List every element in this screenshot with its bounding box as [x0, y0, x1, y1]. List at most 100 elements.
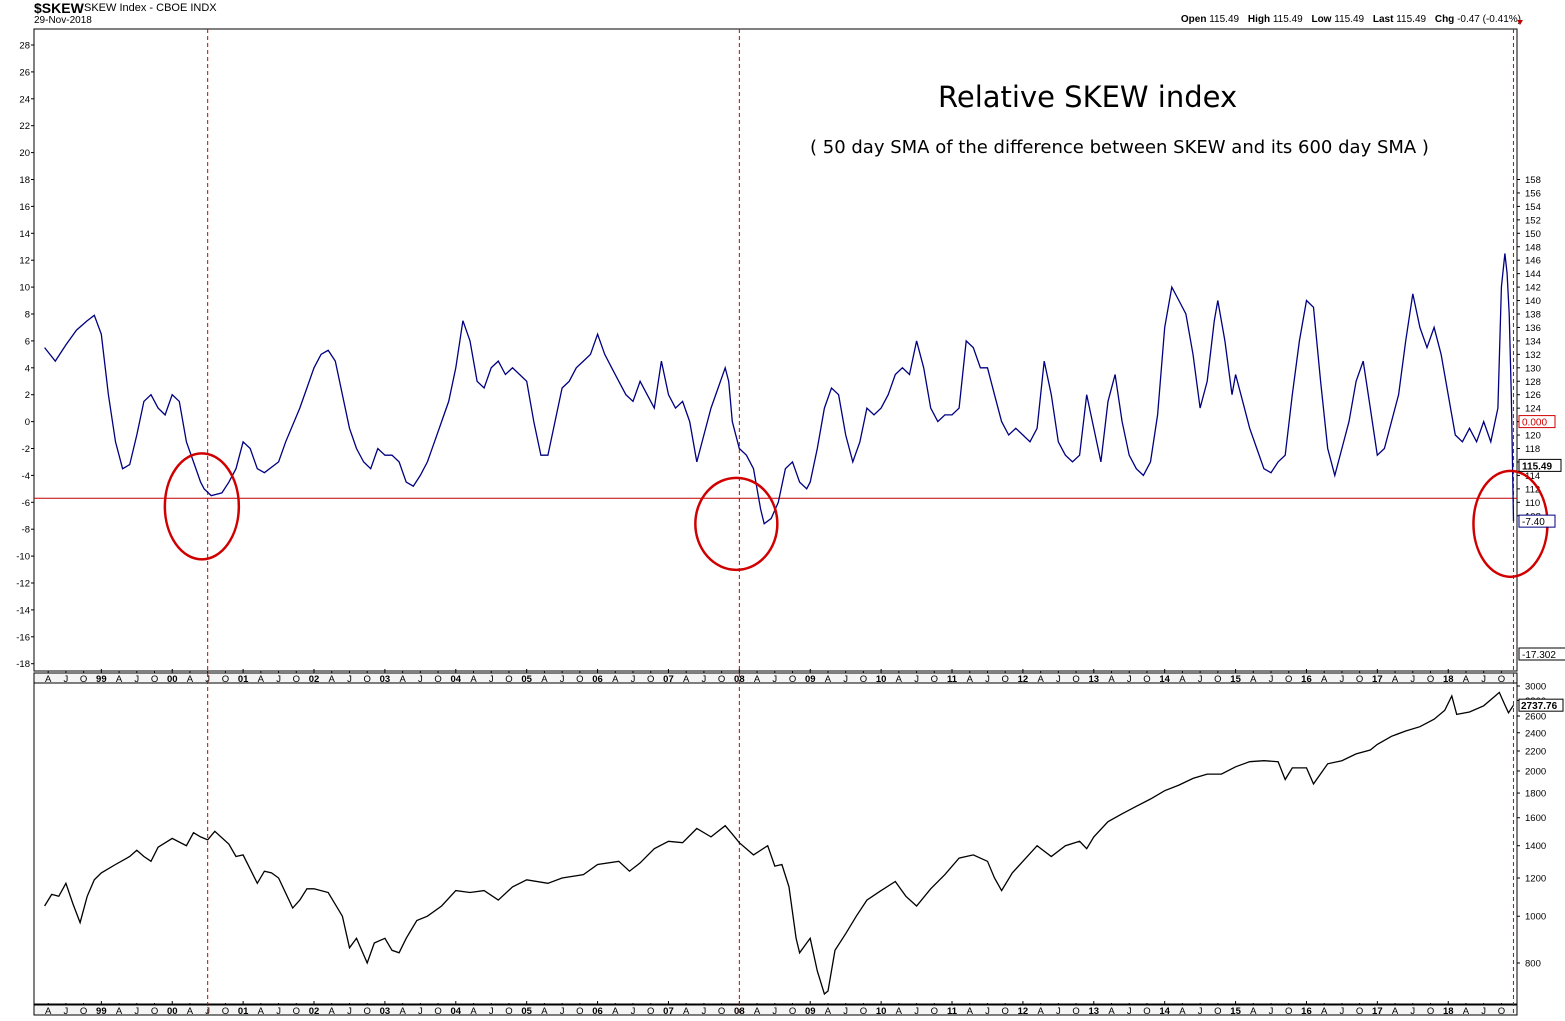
bottom-axis-tick-label: 2400 [1525, 728, 1546, 739]
left-axis-tick-label: -4 [22, 471, 30, 482]
bottom-x-axis-label: 13 [1089, 1006, 1100, 1017]
top-x-axis-label: A [541, 674, 548, 685]
left-axis-tick-label: 12 [19, 256, 30, 267]
bottom-x-axis-label: J [418, 1006, 423, 1017]
bottom-x-axis-label: O [860, 1006, 867, 1017]
left-axis-tick-label: -14 [16, 605, 30, 616]
right-axis-tick-label: 146 [1525, 256, 1541, 267]
bottom-x-axis-label: O [505, 1006, 512, 1017]
top-x-axis-label: 99 [96, 674, 107, 685]
bottom-x-axis-band [33, 1004, 1518, 1016]
bottom-x-axis-label: 01 [238, 1006, 249, 1017]
top-x-axis-label: J [1481, 674, 1486, 685]
bottom-x-axis-label: J [347, 1006, 352, 1017]
top-x-axis-label: 06 [592, 674, 603, 685]
bottom-x-axis-label: O [1498, 1006, 1505, 1017]
top-x-axis-label: 18 [1443, 674, 1454, 685]
right-axis-tick-label: 148 [1525, 242, 1541, 253]
left-axis-tick-label: 16 [19, 202, 30, 213]
bottom-x-axis-label: A [187, 1006, 194, 1017]
top-x-axis-label: J [276, 674, 281, 685]
bottom-x-axis-label: A [541, 1006, 548, 1017]
down-arrow-icon [1517, 20, 1523, 25]
left-axis-tick-label: -12 [16, 579, 30, 590]
right-axis-tick-label: 128 [1525, 377, 1541, 388]
right-axis-tick-label: 144 [1525, 269, 1541, 280]
bottom-x-axis-label: J [1410, 1006, 1415, 1017]
top-x-axis-label: J [64, 674, 69, 685]
value-tag-label: 0.000 [1522, 418, 1547, 429]
top-x-axis-label: 04 [451, 674, 462, 685]
bottom-x-axis-label: J [772, 1006, 777, 1017]
bottom-axis-tick-label: 800 [1525, 959, 1541, 970]
top-x-axis-label: A [470, 674, 477, 685]
right-axis-tick-label: 136 [1525, 323, 1541, 334]
bottom-x-axis-label: J [1056, 1006, 1061, 1017]
top-x-axis-label: O [1498, 674, 1505, 685]
bottom-x-axis-label: J [276, 1006, 281, 1017]
bottom-x-axis-label: A [754, 1006, 761, 1017]
top-x-axis-label: O [1427, 674, 1434, 685]
bottom-axis-tick-label: 1600 [1525, 813, 1546, 824]
right-axis-tick-label: 126 [1525, 390, 1541, 401]
top-x-axis-label: A [754, 674, 761, 685]
left-axis-tick-label: 0 [25, 417, 30, 428]
right-axis-tick-label: 134 [1525, 336, 1541, 347]
left-axis-tick-label: 6 [25, 336, 30, 347]
bottom-axis-tick-label: 3000 [1525, 682, 1546, 693]
bottom-x-axis-label: A [825, 1006, 832, 1017]
highlight-circle-2 [694, 476, 779, 572]
top-x-axis-label: J [1127, 674, 1132, 685]
top-x-axis-label: O [860, 674, 867, 685]
bottom-axis-tick-label: 1000 [1525, 912, 1546, 923]
top-x-axis-label: J [489, 674, 494, 685]
top-x-axis-label: J [347, 674, 352, 685]
left-axis-tick-label: 28 [19, 41, 30, 52]
top-x-axis-label: A [683, 674, 690, 685]
top-x-axis-label: J [418, 674, 423, 685]
bottom-x-axis-label: O [1356, 1006, 1363, 1017]
index-price-line [44, 691, 1515, 996]
right-axis-tick-label: 110 [1525, 498, 1540, 509]
top-x-axis-label: 13 [1089, 674, 1100, 685]
bottom-x-axis-label: O [576, 1006, 583, 1017]
left-axis-tick-label: 20 [19, 148, 30, 159]
right-axis-tick-label: 124 [1525, 404, 1541, 415]
bottom-x-axis-label: A [1321, 1006, 1328, 1017]
bottom-x-axis-label: A [258, 1006, 265, 1017]
bottom-x-axis-label: O [1427, 1006, 1434, 1017]
bottom-x-axis-label: A [1108, 1006, 1115, 1017]
top-x-axis-label: O [151, 674, 158, 685]
value-tag-label: -17.302 [1522, 650, 1556, 661]
top-panel-frame [33, 28, 1518, 672]
bottom-x-axis-label: J [1198, 1006, 1203, 1017]
bottom-x-axis-label: O [789, 1006, 796, 1017]
bottom-x-axis-label: 00 [167, 1006, 178, 1017]
top-x-axis-label: 16 [1301, 674, 1312, 685]
bottom-x-axis-label: 14 [1159, 1006, 1170, 1017]
top-x-axis-label: J [1056, 674, 1061, 685]
low-value: 115.49 [1334, 14, 1365, 25]
top-x-axis-label: A [116, 674, 123, 685]
top-x-axis-label: A [1179, 674, 1186, 685]
right-axis-tick-label: 142 [1525, 283, 1541, 294]
bottom-x-axis-label: 15 [1230, 1006, 1241, 1017]
value-tag-box [1518, 458, 1562, 472]
top-x-axis-label: O [1356, 674, 1363, 685]
top-x-axis-label: A [1392, 674, 1399, 685]
chart-symbol: $SKEW [34, 0, 84, 16]
bottom-x-axis-label: J [1340, 1006, 1345, 1017]
right-axis-tick-label: 114 [1525, 471, 1540, 482]
left-axis-tick-label: -18 [16, 659, 30, 670]
top-x-axis-label: 11 [947, 674, 958, 685]
right-axis-tick-label: 156 [1525, 188, 1541, 199]
top-x-axis-label: O [931, 674, 938, 685]
top-x-axis-label: A [1250, 674, 1257, 685]
top-x-axis-label: O [1285, 674, 1292, 685]
bottom-x-axis-label: O [1285, 1006, 1292, 1017]
top-x-axis-label: 10 [876, 674, 887, 685]
open-value: 115.49 [1209, 14, 1240, 25]
top-x-axis-label: O [80, 674, 87, 685]
bottom-axis-tick-label: 2600 [1525, 711, 1546, 722]
top-x-axis-label: O [505, 674, 512, 685]
